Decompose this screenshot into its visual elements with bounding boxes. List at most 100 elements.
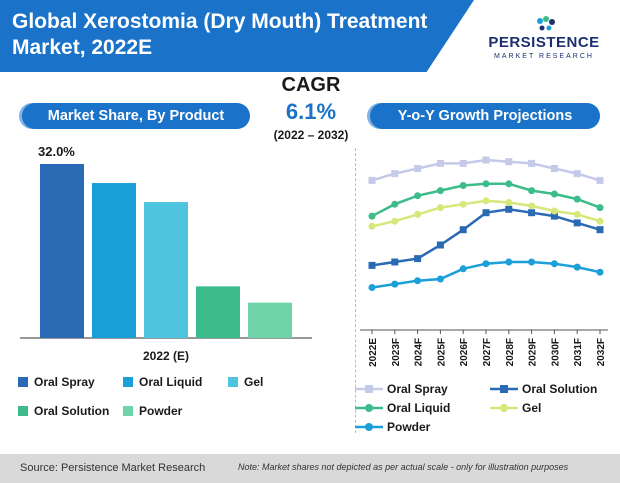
line-chart: 2022E 2023F 2024F 2025F 2026F 2027F 2028F 2029F… — [360, 156, 608, 367]
point-oral-spray — [482, 156, 490, 164]
point-powder — [573, 263, 581, 271]
logo-text: PERSISTENCE — [488, 34, 600, 51]
point-oral-solution — [550, 212, 558, 220]
point-oral-spray — [459, 159, 467, 167]
point-oral-liquid — [414, 192, 422, 200]
footnote-text: Note: Market shares not depicted as per … — [238, 462, 569, 472]
point-gel — [414, 210, 422, 218]
legend-label: Oral Liquid — [139, 375, 203, 389]
x-tick-label: 2031F — [573, 338, 584, 366]
x-tick-label: 2032F — [596, 338, 607, 366]
point-powder — [436, 275, 444, 283]
point-oral-solution — [573, 219, 581, 227]
x-tick-label: 2023F — [391, 338, 402, 366]
point-gel — [550, 207, 558, 215]
legend-label: Powder — [139, 404, 183, 418]
point-gel — [368, 222, 376, 230]
point-oral-solution — [368, 261, 376, 269]
legend-item-gel: Gel — [228, 375, 263, 389]
point-oral-solution — [505, 205, 513, 213]
x-tick-label: 2028F — [505, 338, 516, 366]
bar-powder — [248, 302, 292, 338]
legend-label: Gel — [244, 375, 264, 389]
legend-swatch — [228, 377, 238, 387]
legend-item-oral-liquid: Oral Liquid — [123, 375, 202, 389]
point-oral-solution — [436, 241, 444, 249]
x-tick-label: 2027F — [482, 338, 493, 366]
legend-line-swatch — [355, 382, 387, 396]
legend-swatch — [123, 377, 133, 387]
point-gel — [596, 217, 604, 225]
point-oral-liquid — [505, 180, 513, 188]
bar-oral-solution — [196, 286, 240, 338]
legend-line-swatch — [490, 382, 522, 396]
point-oral-solution — [528, 209, 536, 217]
legend-item-oral-spray: Oral Spray — [18, 375, 95, 389]
point-oral-spray — [505, 158, 513, 166]
point-oral-spray — [368, 176, 376, 184]
legend-label: Oral Liquid — [387, 401, 451, 415]
cagr-box: CAGR 6.1% (2022 – 2032) — [255, 74, 367, 142]
point-gel — [459, 200, 467, 208]
point-oral-spray — [550, 165, 558, 172]
x-tick-label: 2026F — [459, 338, 470, 366]
point-oral-liquid — [436, 187, 444, 195]
legend-line-swatch — [355, 401, 387, 415]
point-gel — [528, 202, 536, 210]
point-powder — [414, 277, 422, 285]
legend-label: Powder — [387, 420, 431, 434]
company-logo: PERSISTENCE MARKET RESEARCH — [478, 14, 610, 74]
point-oral-solution — [596, 226, 604, 234]
bar-x-label: 2022 (E) — [143, 349, 189, 363]
legend-label: Oral Solution — [34, 404, 110, 418]
cagr-value: 6.1% — [285, 99, 337, 124]
point-oral-spray — [573, 170, 581, 178]
bar-oral-liquid — [92, 183, 136, 338]
legend-label: Gel — [522, 401, 542, 415]
point-oral-spray — [391, 170, 399, 178]
legend-item-oral-solution: Oral Solution — [18, 404, 109, 418]
logo-subtext: MARKET RESEARCH — [494, 53, 594, 60]
point-powder — [459, 265, 467, 273]
bar-value-label: 32.0% — [38, 144, 75, 159]
line-legend-item-gel: Gel — [490, 401, 541, 415]
point-powder — [368, 284, 376, 291]
growth-projection-heading: Y-o-Y Growth Projections — [370, 103, 600, 129]
point-gel — [573, 210, 581, 218]
source-text: Source: Persistence Market Research — [20, 462, 206, 474]
point-oral-liquid — [368, 212, 376, 220]
bar-oral-spray — [40, 164, 84, 338]
point-gel — [505, 199, 513, 206]
point-oral-liquid — [550, 190, 558, 198]
x-tick-label: 2025F — [436, 338, 447, 366]
point-oral-liquid — [391, 200, 399, 208]
legend-swatch — [123, 406, 133, 416]
line-legend-item-powder: Powder — [355, 420, 430, 434]
point-oral-solution — [459, 226, 467, 234]
point-powder — [391, 280, 399, 288]
page-title: Global Xerostomia (Dry Mouth) Treatment … — [12, 10, 428, 59]
point-powder — [505, 258, 513, 266]
point-oral-spray — [436, 159, 444, 167]
panel-divider — [355, 148, 356, 433]
point-oral-solution — [391, 258, 399, 266]
legend-label: Oral Spray — [387, 382, 448, 396]
point-oral-liquid — [573, 195, 581, 203]
title-banner: Global Xerostomia (Dry Mouth) Treatment … — [0, 0, 474, 72]
line-legend-item-oral-liquid: Oral Liquid — [355, 401, 450, 415]
cagr-period: (2022 – 2032) — [273, 128, 349, 142]
point-oral-spray — [596, 176, 604, 184]
point-powder — [550, 260, 558, 268]
point-gel — [436, 204, 444, 212]
point-oral-solution — [414, 255, 422, 263]
legend-line-swatch — [490, 401, 522, 415]
point-oral-liquid — [596, 204, 604, 212]
market-share-heading: Market Share, By Product — [22, 103, 250, 129]
point-oral-liquid — [459, 182, 467, 189]
line-legend-item-oral-spray: Oral Spray — [355, 382, 448, 396]
point-oral-solution — [482, 209, 490, 217]
point-powder — [596, 268, 604, 276]
point-gel — [391, 217, 399, 225]
bar-gel — [144, 202, 188, 338]
point-powder — [528, 258, 536, 266]
